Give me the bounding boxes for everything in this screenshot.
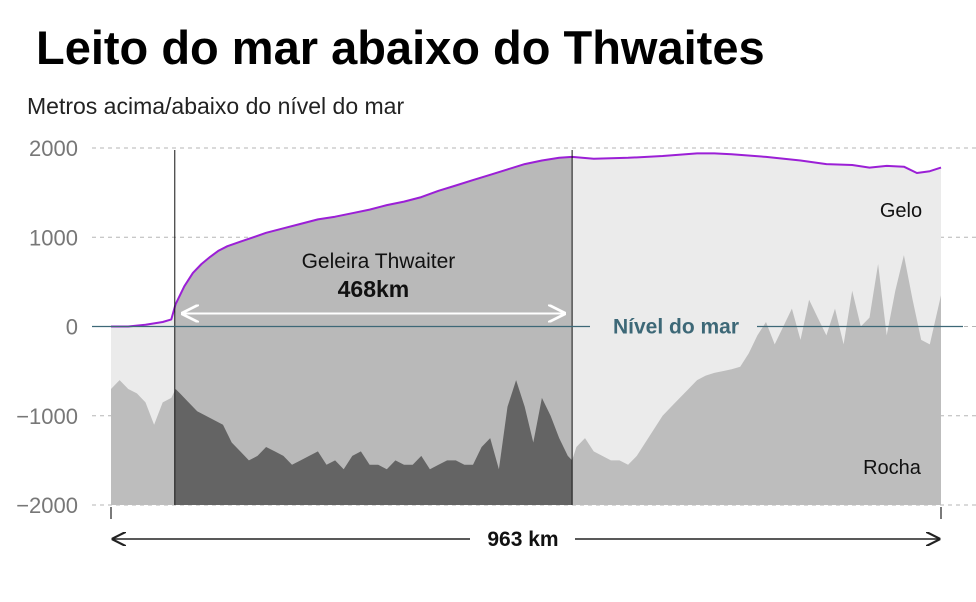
legend-ice-label: Gelo — [880, 200, 922, 222]
glacier-rock-area — [174, 380, 573, 505]
y-tick-label: −2000 — [16, 493, 78, 518]
chart-subtitle: Metros acima/abaixo do nível do mar — [27, 93, 405, 119]
y-axis: 2000 1000 0 −1000 −2000 — [16, 136, 78, 518]
ice-surface-line — [111, 152, 942, 328]
chart-title: Leito do mar abaixo do Thwaites — [36, 21, 765, 74]
y-tick-label: 0 — [66, 315, 78, 340]
glacier-ice-area — [174, 156, 573, 505]
plot-areas — [111, 150, 942, 505]
total-length-label: 963 km — [487, 528, 558, 551]
sea-level-label: Nível do mar — [613, 316, 739, 339]
y-tick-label: −1000 — [16, 404, 78, 429]
legend-rock-label: Rocha — [863, 457, 922, 479]
glacier-length-label: 468km — [338, 276, 410, 302]
y-tick-label: 1000 — [29, 225, 78, 250]
y-tick-label: 2000 — [29, 136, 78, 161]
glacier-name-label: Geleira Thwaiter — [302, 250, 456, 273]
rock-area — [111, 255, 941, 505]
